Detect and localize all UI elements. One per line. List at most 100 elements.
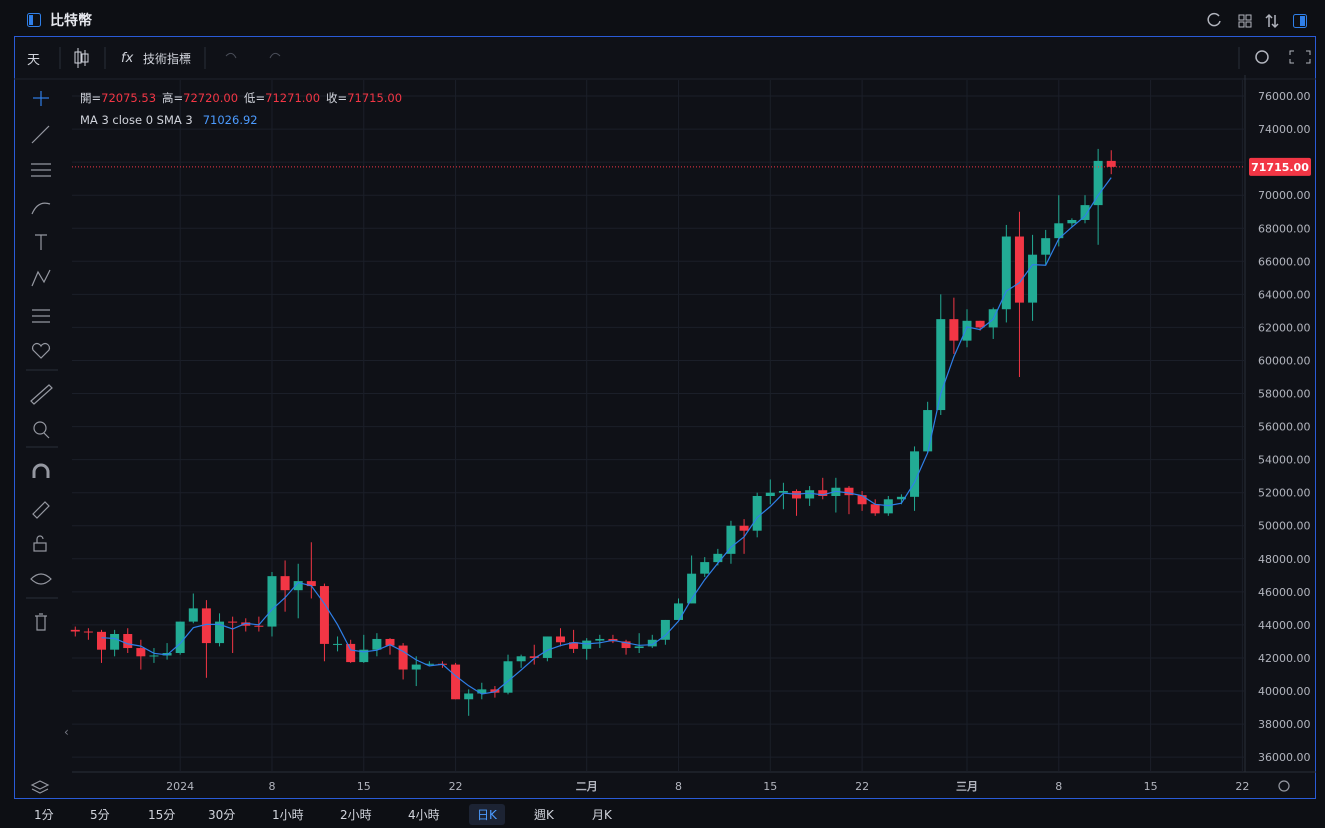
pattern-tool[interactable] <box>31 269 51 287</box>
lock-drawing-tool[interactable] <box>32 501 50 519</box>
compare-icon[interactable] <box>1265 13 1279 29</box>
y-tick-label: 52000.00 <box>1258 487 1311 500</box>
collapse-arrow[interactable]: ‹ <box>64 725 69 739</box>
trendline-tool[interactable] <box>31 125 50 144</box>
price-tag-bg <box>1249 157 1311 176</box>
layout-icon[interactable] <box>1238 14 1252 28</box>
text-tool[interactable] <box>35 234 47 250</box>
candle-body <box>1054 223 1064 239</box>
y-tick-label: 70000.00 <box>1258 189 1311 202</box>
undo-icon[interactable] <box>225 52 237 59</box>
magnet-tool[interactable] <box>32 463 50 478</box>
tool-separators <box>26 369 58 599</box>
candle-body <box>1106 160 1116 167</box>
y-tick-label: 66000.00 <box>1258 255 1311 268</box>
candle-body <box>634 646 644 649</box>
candle-body <box>778 491 788 493</box>
candle-body <box>647 639 657 647</box>
ohlc-label: 收= <box>326 91 348 105</box>
candle-body <box>896 496 906 500</box>
x-tick-label: 二月 <box>576 780 598 793</box>
candle-body <box>752 495 762 531</box>
fx-icon[interactable]: fx <box>121 51 134 66</box>
timeframe-button[interactable]: 日K <box>469 804 505 825</box>
timeframe-button[interactable]: 月K <box>592 808 612 822</box>
sidebar-icon[interactable] <box>1293 14 1307 28</box>
toolbar-lines: fx ‹ <box>14 47 1316 794</box>
candle-body <box>333 643 343 645</box>
candle-body <box>700 562 710 574</box>
top-bar: 比特幣 <box>0 0 1325 36</box>
delete-tool[interactable] <box>35 613 47 631</box>
favorites-tool[interactable] <box>31 342 51 359</box>
candle-body <box>857 495 867 505</box>
candle-body <box>411 664 421 670</box>
ohlc-value: 72075.53 <box>101 91 157 105</box>
visibility-tool[interactable] <box>30 573 52 585</box>
timeframe-button[interactable]: 5分 <box>90 808 110 822</box>
candle-body <box>792 491 802 499</box>
candle-body <box>1028 254 1038 303</box>
candle-body <box>673 603 683 620</box>
crosshair-tool[interactable] <box>33 91 49 106</box>
candle-body <box>385 638 395 646</box>
candle-body <box>1041 238 1051 255</box>
brush-tool[interactable] <box>31 202 51 215</box>
candle-body <box>949 319 959 341</box>
candle-body <box>293 581 303 591</box>
panel-icon[interactable] <box>27 13 41 27</box>
drawing-tools <box>30 91 1290 794</box>
timeframe-button[interactable]: 2小時 <box>340 808 372 822</box>
candle-body <box>464 693 474 700</box>
candle-body <box>241 622 251 626</box>
lines-tool[interactable] <box>31 163 51 177</box>
y-tick-label: 40000.00 <box>1258 685 1311 698</box>
candle-body <box>962 320 972 341</box>
timeframe-button[interactable]: 1分 <box>34 808 54 822</box>
refresh-icon[interactable] <box>1207 12 1221 27</box>
ohlc-value: 72720.00 <box>183 91 239 105</box>
y-tick-label: 36000.00 <box>1258 751 1311 764</box>
ma-value: 71026.92 <box>202 113 258 127</box>
ma-legend: MA 3 close 0 SMA 3 71026.92 <box>80 113 258 127</box>
candle-body <box>1014 236 1024 303</box>
zoom-tool[interactable] <box>33 421 50 439</box>
candle-body <box>477 689 487 694</box>
y-tick-label: 60000.00 <box>1258 354 1311 367</box>
layers-icon[interactable] <box>30 780 50 794</box>
axis-settings-icon[interactable] <box>1278 780 1290 792</box>
y-tick-label: 44000.00 <box>1258 619 1311 632</box>
measure-tool[interactable] <box>30 384 53 405</box>
candle-body <box>870 504 880 514</box>
candle-body <box>490 689 500 693</box>
lock-tool[interactable] <box>33 535 47 552</box>
candle-body <box>936 319 946 411</box>
y-tick-label: 74000.00 <box>1258 123 1311 136</box>
indicators-button[interactable]: 技術指標 <box>143 52 192 66</box>
candle-body <box>818 490 828 496</box>
x-tick-label: 2024 <box>166 780 194 793</box>
candle-body <box>346 643 356 663</box>
timeframe-bar <box>0 800 1325 828</box>
timeframe-button[interactable]: 4小時 <box>408 808 440 822</box>
candle-body <box>70 629 80 632</box>
timeframe-button[interactable]: 30分 <box>208 808 236 822</box>
ohlc-legend: 開=72075.53 高=72720.00 低=71271.00 收=71715.00 <box>80 90 408 106</box>
candle-body <box>1093 160 1103 206</box>
forecast-tool[interactable] <box>32 309 50 323</box>
timeframe-button[interactable]: 15分 <box>148 808 176 822</box>
candle-type-icon[interactable] <box>74 48 89 68</box>
fullscreen-icon[interactable] <box>1289 50 1311 64</box>
timeframe-button[interactable]: 1小時 <box>272 808 304 822</box>
y-tick-label: 38000.00 <box>1258 718 1311 731</box>
interval-button[interactable]: 天 <box>27 53 41 68</box>
settings-icon[interactable] <box>1255 50 1269 64</box>
candle-body <box>136 648 146 657</box>
candle-body <box>424 663 434 665</box>
candle-body <box>844 487 854 496</box>
candle-body <box>97 631 107 650</box>
timeframe-button[interactable]: 週K <box>534 808 554 822</box>
redo-icon[interactable] <box>269 52 281 59</box>
y-tick-label: 58000.00 <box>1258 388 1311 401</box>
